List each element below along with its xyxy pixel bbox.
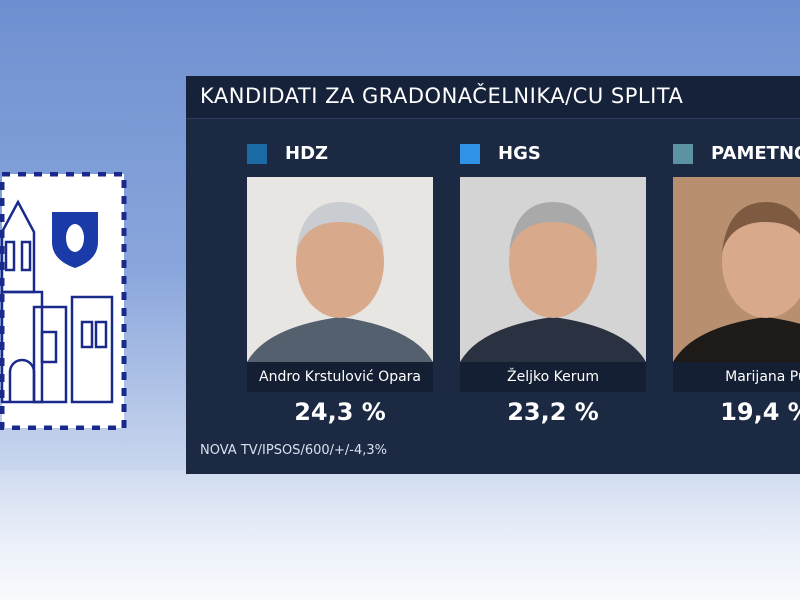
coat-of-arms [0, 172, 127, 430]
poll-result: 23,2 % [507, 398, 599, 426]
photo-art [247, 177, 433, 362]
candidate-photo [247, 177, 433, 362]
title-bar: KANDIDATI ZA GRADONAČELNIKA/CU SPLITA [186, 76, 800, 119]
poll-result: 19,4 % [720, 398, 800, 426]
candidate-name: Željko Kerum [460, 362, 646, 392]
poll-result: 24,3 % [294, 398, 386, 426]
party-name: HDZ [285, 143, 329, 164]
title: KANDIDATI ZA GRADONAČELNIKA/CU SPLITA [200, 84, 684, 108]
candidate-name: Marijana Pu [673, 362, 800, 392]
photo-art [673, 177, 800, 362]
party-color [673, 144, 693, 164]
poll-panel: KANDIDATI ZA GRADONAČELNIKA/CU SPLITA HD… [186, 76, 800, 474]
source-note: NOVA TV/IPSOS/600/+/-4,3% [200, 443, 388, 458]
party-name: HGS [498, 143, 541, 164]
candidate-photo [673, 177, 800, 362]
candidate-name: Andro Krstulović Opara [247, 362, 433, 392]
party-color [247, 144, 267, 164]
candidate-photo [460, 177, 646, 362]
photo-art [460, 177, 646, 362]
floor [0, 470, 800, 600]
party-name: PAMETNO [711, 143, 800, 164]
party-color [460, 144, 480, 164]
